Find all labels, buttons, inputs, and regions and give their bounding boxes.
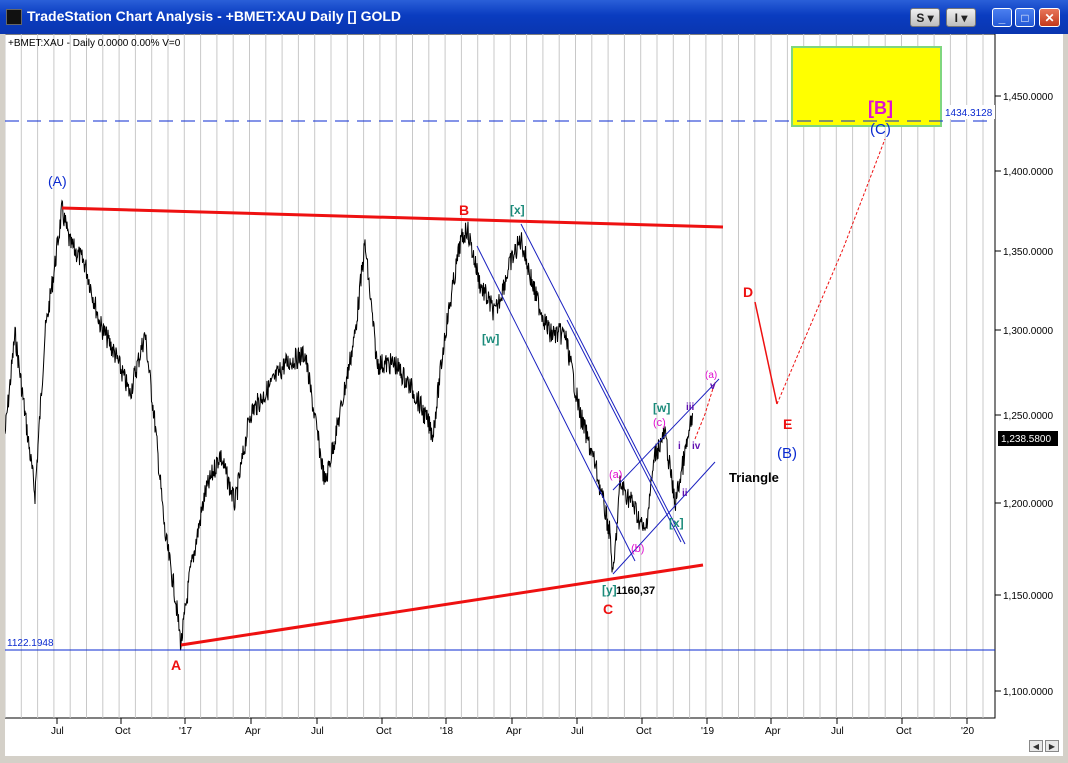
label-a-small-2: (a) <box>705 370 717 381</box>
chart-area[interactable]: (A) A B [x] [w] C [y] 1160,37 (a) (b) (c… <box>5 34 1063 756</box>
app-icon <box>6 9 22 25</box>
low-level-tag: 1122.1948 <box>7 638 54 649</box>
channel-line-1 <box>476 245 636 562</box>
price-tick-label: 1,450.0000 <box>1003 92 1053 103</box>
last-price-tag: 1,238.5800 <box>1001 434 1051 445</box>
price-tick-label: 1,150.0000 <box>1003 591 1053 602</box>
date-tick-label: Jul <box>571 726 584 737</box>
projection-d-e <box>754 301 778 405</box>
date-tick-label: '20 <box>961 726 974 737</box>
label-E: E <box>783 416 792 432</box>
date-tick-label: '18 <box>440 726 453 737</box>
date-tick-label: Apr <box>245 726 261 737</box>
lower-triangle-line <box>180 563 704 647</box>
label-B-paren: (B) <box>777 445 797 462</box>
label-b-small: (b) <box>631 543 644 555</box>
label-A: A <box>171 657 181 673</box>
date-tick-label: Oct <box>115 726 131 737</box>
label-C-paren: (C) <box>870 121 891 138</box>
date-tick-label: Apr <box>506 726 522 737</box>
dashed-level-tag-bg <box>943 105 995 119</box>
label-C: C <box>603 601 613 617</box>
label-A-paren: (A) <box>48 173 67 189</box>
low-value-label: 1160,37 <box>616 585 655 597</box>
chart-grid <box>5 34 984 718</box>
date-tick-label: Apr <box>765 726 781 737</box>
label-w1: [w] <box>482 332 499 346</box>
label-ii: ii <box>682 488 688 499</box>
title-bar: TradeStation Chart Analysis - +BMET:XAU … <box>0 0 1068 34</box>
date-tick-label: Jul <box>311 726 324 737</box>
price-tick-label: 1,350.0000 <box>1003 247 1053 258</box>
channel-line-3 <box>566 319 682 543</box>
label-y: [y] <box>602 583 617 597</box>
date-tick-label: Oct <box>376 726 392 737</box>
price-tick-label: 1,300.0000 <box>1003 326 1053 337</box>
label-w2: [w] <box>653 401 670 415</box>
label-B-bracket: [B] <box>868 98 893 118</box>
price-tick-label: 1,200.0000 <box>1003 499 1053 510</box>
price-tick-label: 1,400.0000 <box>1003 167 1053 178</box>
label-x1: [x] <box>510 203 525 217</box>
price-tick-label: 1,250.0000 <box>1003 411 1053 422</box>
symbol-info-label: +BMET:XAU - Daily 0.0000 0.00% V=0 <box>8 38 181 49</box>
scroll-left-button[interactable]: ◀ <box>1029 740 1043 752</box>
last-price-tag-bg <box>998 431 1058 446</box>
label-B: B <box>459 202 469 218</box>
label-a-small-1: (a) <box>609 469 622 481</box>
price-tick-label: 1,100.0000 <box>1003 687 1053 698</box>
projection-v <box>694 381 716 440</box>
channel-line-2 <box>520 223 686 545</box>
date-tick-label: Jul <box>831 726 844 737</box>
label-iii: iii <box>686 402 695 413</box>
s-menu-button[interactable]: S ▾ <box>910 8 940 27</box>
projection-e-c <box>776 138 886 405</box>
channel-line-4 <box>612 461 716 575</box>
date-tick-label: '17 <box>179 726 192 737</box>
i-menu-button[interactable]: I ▾ <box>946 8 976 27</box>
price-axis: 1,450.0000 1,400.0000 1,350.0000 1,300.0000… <box>995 92 1053 698</box>
label-v: v <box>710 381 716 392</box>
label-D: D <box>743 284 753 300</box>
upper-triangle-line <box>61 206 724 229</box>
label-c-small: (c) <box>653 417 666 429</box>
label-x2: [x] <box>669 516 684 530</box>
target-box <box>791 46 942 127</box>
date-tick-label: Oct <box>896 726 912 737</box>
price-series <box>5 199 693 651</box>
label-i: i <box>678 441 681 452</box>
date-tick-label: '19 <box>701 726 714 737</box>
date-tick-label: Oct <box>636 726 652 737</box>
date-tick-label: Jul <box>51 726 64 737</box>
maximize-button[interactable]: □ <box>1015 8 1035 27</box>
window-title: TradeStation Chart Analysis - +BMET:XAU … <box>27 8 402 24</box>
label-triangle: Triangle <box>729 470 779 485</box>
channel-line-5 <box>612 378 720 491</box>
close-button[interactable]: ✕ <box>1039 8 1060 27</box>
scroll-right-button[interactable]: ▶ <box>1045 740 1059 752</box>
label-iv: iv <box>692 441 701 452</box>
date-axis: Jul Oct '17 Apr Jul Oct '18 Apr Jul Oct '19 Apr Jul O… <box>51 718 974 737</box>
dashed-level-tag: 1434.3128 <box>945 108 993 119</box>
minimize-button[interactable]: _ <box>992 8 1012 27</box>
